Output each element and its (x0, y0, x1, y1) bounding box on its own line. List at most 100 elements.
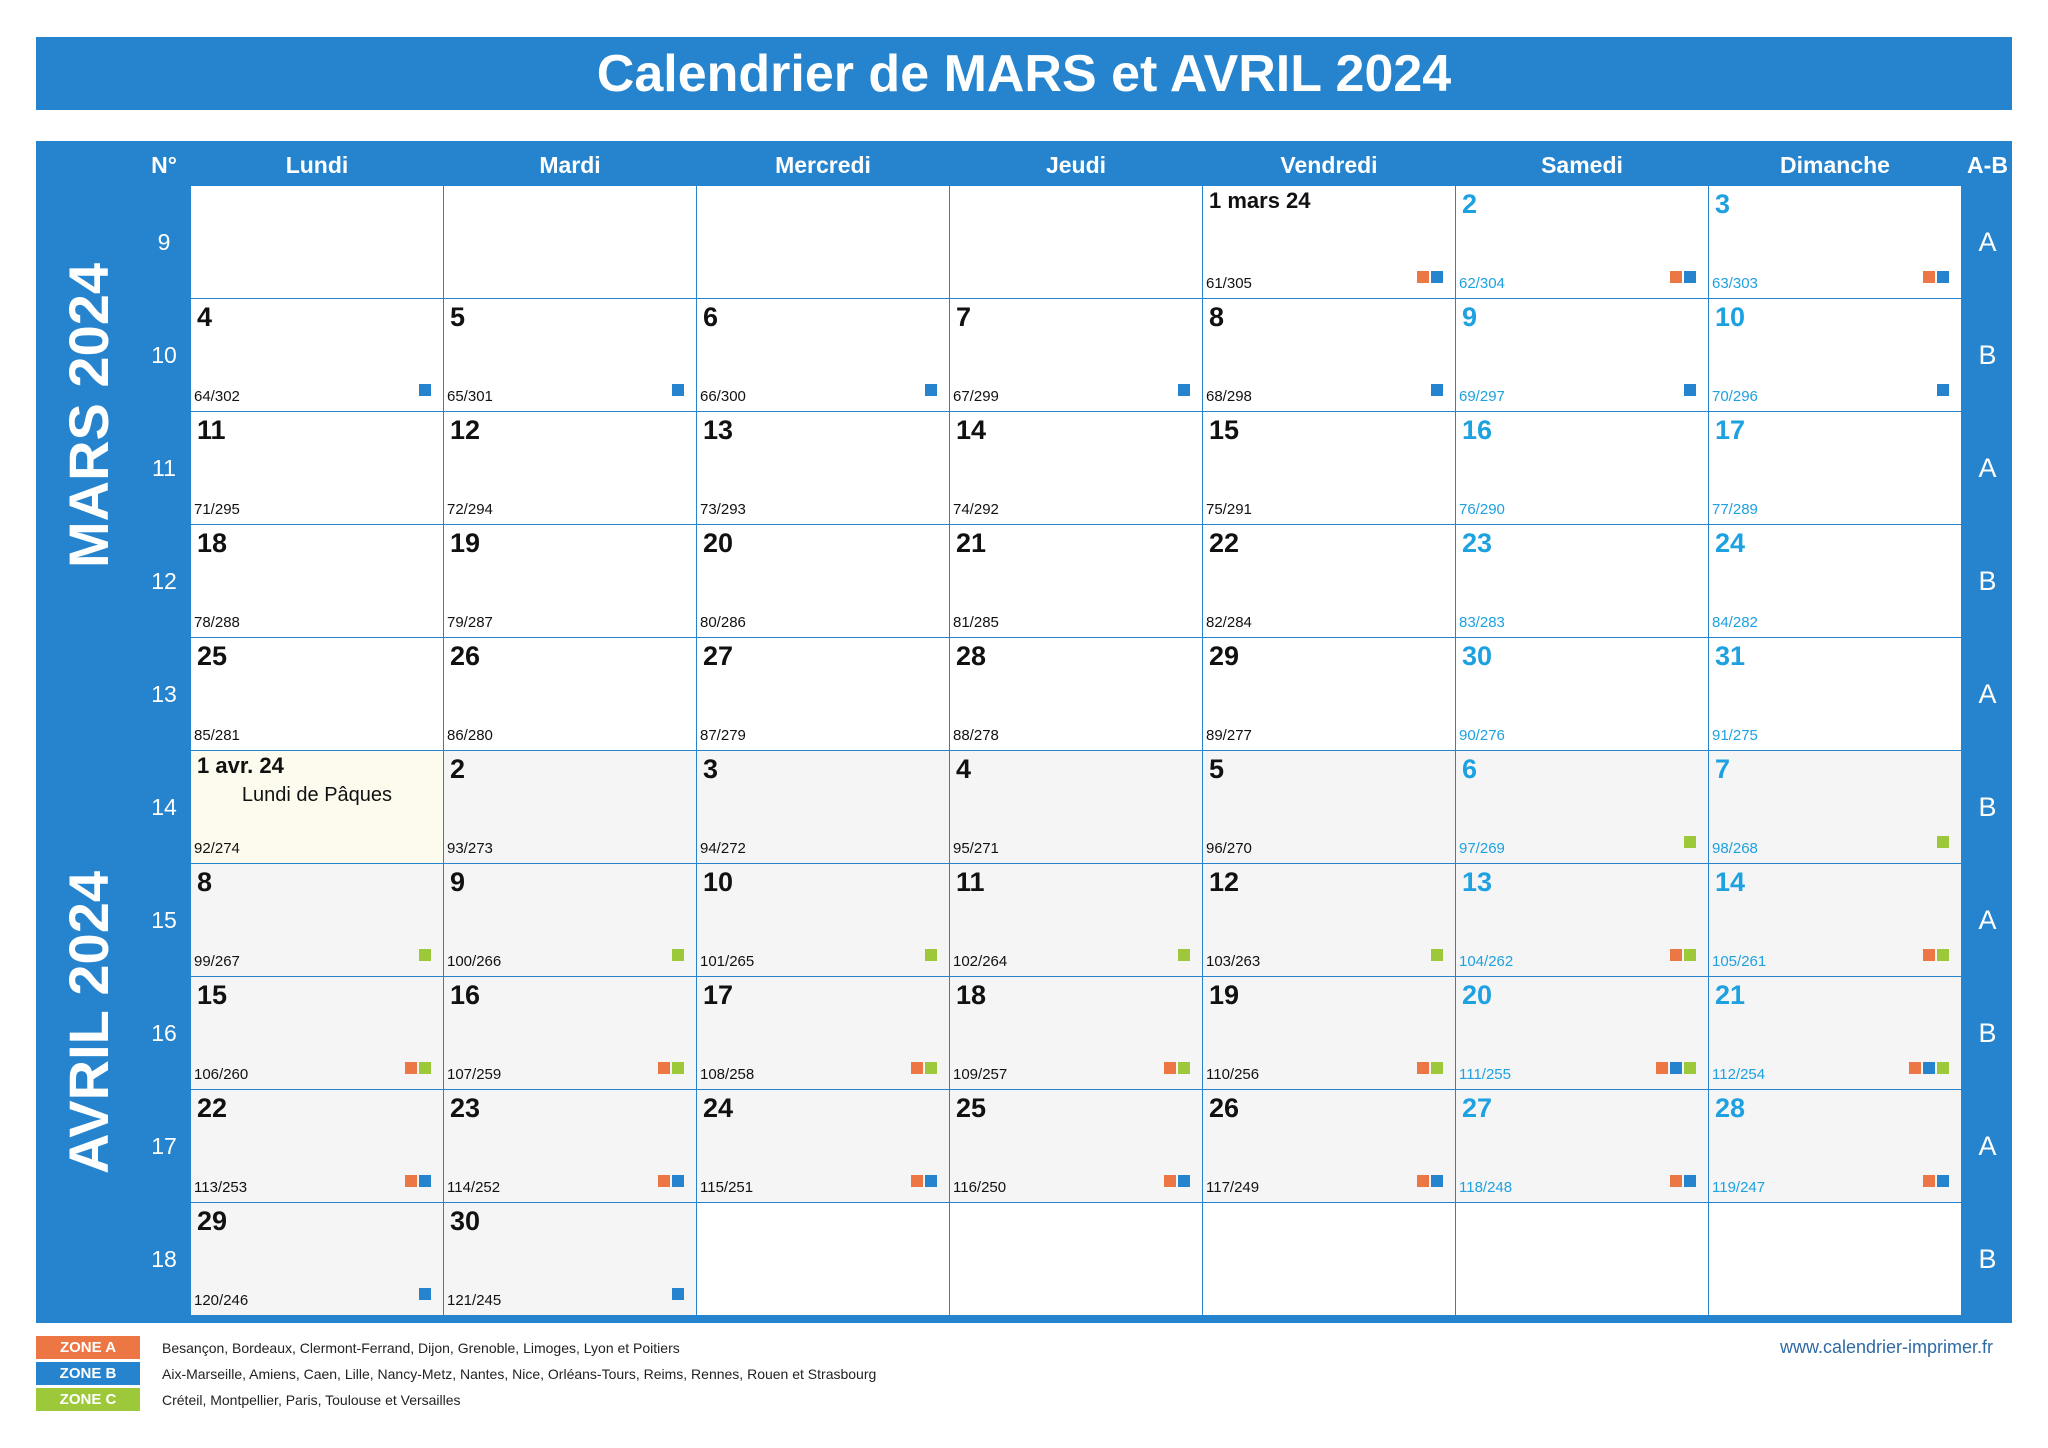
day-number: 21 (1715, 980, 1746, 1010)
header-mardi: Mardi (539, 152, 601, 178)
day-of-year: 114/252 (447, 1179, 501, 1196)
day-of-year: 89/277 (1206, 727, 1252, 744)
day-of-year: 93/273 (447, 840, 493, 857)
day-cell: 5 65/301 (444, 299, 696, 411)
day-number: 25 (956, 1093, 987, 1123)
day-of-year: 79/287 (447, 614, 493, 631)
week-number: 13 (151, 680, 177, 707)
week-type: A (1978, 226, 1997, 257)
day-number: 5 (1209, 754, 1225, 784)
day-cell: 23 114/252 (444, 1090, 696, 1202)
school-holiday-zones (1417, 1175, 1443, 1187)
zone-c-marker (1937, 1062, 1949, 1074)
day-number: 31 (1715, 641, 1746, 671)
day-cell: 7 98/268 (1709, 751, 1961, 863)
day-cell: 4 64/302 (191, 299, 443, 411)
zone-a-marker (405, 1062, 417, 1074)
day-of-year: 109/257 (953, 1066, 1008, 1083)
day-number: 2 (450, 754, 466, 784)
day-number: 21 (956, 528, 987, 558)
zone-a-marker (1923, 271, 1935, 283)
header-jeudi: Jeudi (1045, 152, 1107, 178)
empty-cell (191, 186, 443, 298)
day-number: 19 (1209, 980, 1240, 1010)
zone-b-marker (925, 1175, 937, 1187)
week-number: 10 (151, 341, 177, 368)
day-number: 14 (956, 415, 987, 445)
day-of-year: 111/255 (1459, 1066, 1511, 1083)
day-cell: 24 84/282 (1709, 525, 1961, 637)
week-type: B (1978, 791, 1997, 822)
week-number: 16 (151, 1019, 177, 1046)
school-holiday-zones (405, 1175, 431, 1187)
day-number: 22 (1209, 528, 1240, 558)
day-number: 1 mars 24 (1209, 188, 1311, 213)
week-type: B (1978, 1017, 1997, 1048)
day-of-year: 112/254 (1712, 1066, 1766, 1083)
day-of-year: 116/250 (953, 1179, 1007, 1196)
day-cell: 3 63/303 (1709, 186, 1961, 298)
zone-b-marker (1670, 1062, 1682, 1074)
day-number: 24 (703, 1093, 734, 1123)
zone-b-marker (419, 1175, 431, 1187)
day-cell: 26 86/280 (444, 638, 696, 750)
school-holiday-zones (419, 949, 431, 961)
zone-c-marker (672, 1062, 684, 1074)
day-of-year: 74/292 (953, 501, 999, 518)
zone-a-cities: Besançon, Bordeaux, Clermont-Ferrand, Di… (162, 1339, 680, 1356)
day-number: 13 (1462, 867, 1493, 897)
empty-cell (697, 186, 949, 298)
day-of-year: 64/302 (194, 388, 240, 405)
day-of-year: 107/259 (447, 1066, 502, 1083)
day-of-year: 82/284 (1206, 614, 1252, 631)
school-holiday-zones (405, 1062, 431, 1074)
zone-a-marker (1670, 1175, 1682, 1187)
school-holiday-zones (1923, 1175, 1949, 1187)
website-link[interactable]: www.calendrier-imprimer.fr (1779, 1337, 1993, 1357)
day-of-year: 75/291 (1206, 501, 1252, 518)
day-cell: 24 115/251 (697, 1090, 949, 1202)
day-of-year: 63/303 (1712, 275, 1758, 292)
day-number: 4 (197, 302, 213, 332)
zone-c-marker (419, 949, 431, 961)
day-of-year: 100/266 (447, 953, 502, 970)
day-number: 20 (1462, 980, 1493, 1010)
day-number: 24 (1715, 528, 1746, 558)
day-number: 2 (1462, 189, 1478, 219)
day-number: 25 (197, 641, 228, 671)
day-of-year: 115/251 (700, 1179, 754, 1196)
day-number: 23 (450, 1093, 481, 1123)
week-type: A (1978, 678, 1997, 709)
day-number: 16 (1462, 415, 1493, 445)
day-cell: 29 120/246 (191, 1203, 443, 1315)
day-cell: 15 75/291 (1203, 412, 1455, 524)
day-cell: 29 89/277 (1203, 638, 1455, 750)
week-type: A (1978, 904, 1997, 935)
day-cell: 15 106/260 (191, 977, 443, 1089)
day-cell: 12 103/263 (1203, 864, 1455, 976)
day-cell: 6 66/300 (697, 299, 949, 411)
week-type: B (1978, 1243, 1997, 1274)
day-cell: 21 112/254 (1709, 977, 1961, 1089)
day-number: 9 (1462, 302, 1478, 332)
day-of-year: 70/296 (1712, 388, 1758, 405)
day-cell: 12 72/294 (444, 412, 696, 524)
day-number: 10 (1715, 302, 1746, 332)
day-of-year: 85/281 (194, 727, 240, 744)
day-of-year: 97/269 (1459, 840, 1505, 857)
week-number-header: N° (151, 152, 177, 178)
calendar-grid: N° A-B MARS 2024 AVRIL 2024 Lundi Mardi Me… (36, 141, 2012, 1323)
day-number: 16 (450, 980, 481, 1010)
school-holiday-zones (911, 1062, 937, 1074)
day-cell: 16 76/290 (1456, 412, 1708, 524)
day-number: 7 (956, 302, 972, 332)
school-holiday-zones (1417, 271, 1443, 283)
school-holiday-zones (1937, 384, 1949, 396)
day-number: 27 (703, 641, 734, 671)
zone-b-marker (1937, 384, 1949, 396)
header-vendredi: Vendredi (1280, 152, 1378, 178)
day-cell: 1 avr. 24 Lundi de Pâques 92/274 (191, 751, 443, 863)
day-of-year: 66/300 (700, 388, 746, 405)
day-number: 12 (1209, 867, 1240, 897)
day-of-year: 104/262 (1459, 953, 1514, 970)
